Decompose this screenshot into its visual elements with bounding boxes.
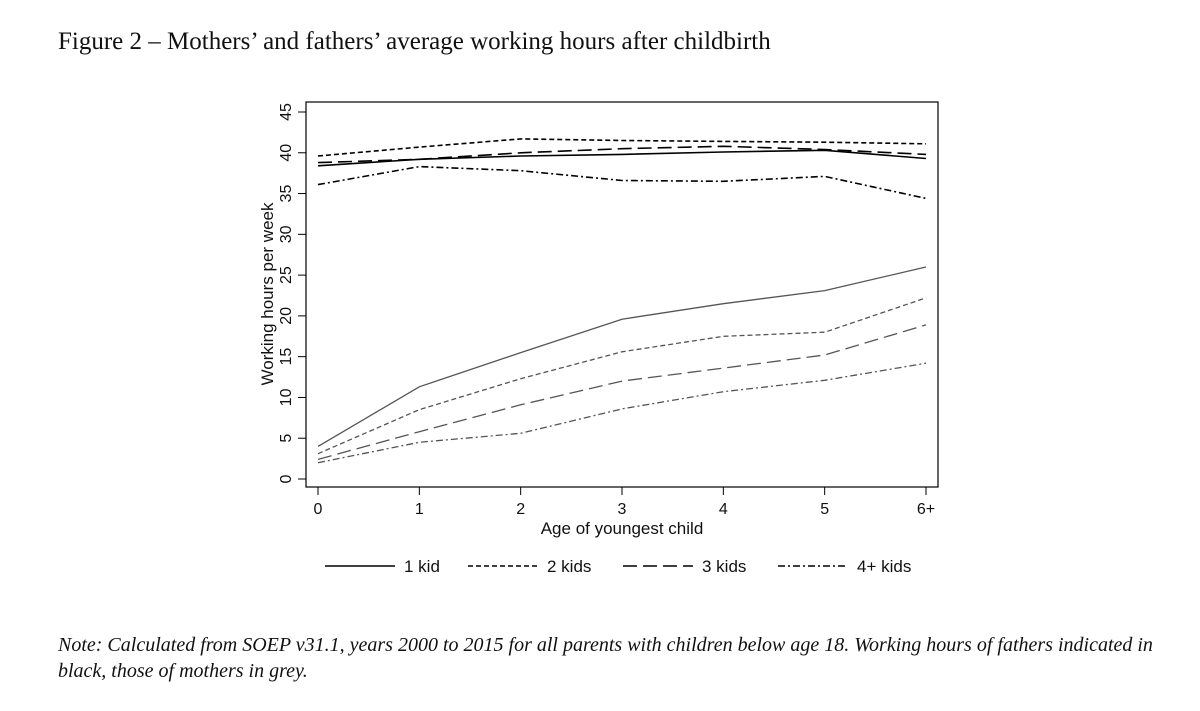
y-tick-label: 45: [278, 103, 295, 121]
y-tick-label: 15: [278, 348, 295, 366]
y-tick-label: 5: [278, 434, 295, 443]
series-line-mothers-5: [317, 297, 927, 455]
y-tick-label: 0: [278, 474, 295, 483]
x-tick-label: 6+: [917, 501, 935, 518]
y-tick-label: 20: [278, 307, 295, 325]
y-axis: 0 5 10 15 20 25 30 35 40 45: [278, 103, 306, 483]
x-tick-label: 5: [820, 501, 829, 518]
y-tick-label: 40: [278, 144, 295, 162]
series-line-mothers-4: [317, 266, 927, 447]
y-tick-label: 10: [278, 388, 295, 406]
series-layer: [317, 138, 927, 464]
x-tick-label: 4: [719, 501, 728, 518]
x-tick-label: 0: [314, 501, 323, 518]
series-line-fathers-3: [317, 165, 927, 200]
y-tick-label: 25: [278, 266, 295, 284]
x-tick-label: 2: [516, 501, 525, 518]
x-tick-label: 1: [415, 501, 424, 518]
legend-label: 1 kid: [404, 557, 440, 576]
y-axis-title: Working hours per week: [258, 202, 277, 385]
x-axis: 0 1 2 3 4 5 6+: [314, 487, 935, 518]
y-tick-label: 35: [278, 185, 295, 203]
figure-title: Figure 2 – Mothers’ and fathers’ average…: [58, 28, 771, 55]
legend: 1 kid 2 kids 3 kids 4+ kids: [325, 557, 911, 576]
series-line-mothers-7: [317, 362, 927, 464]
y-tick-label: 30: [278, 225, 295, 243]
x-tick-label: 3: [618, 501, 627, 518]
legend-label: 4+ kids: [857, 557, 911, 576]
figure-note: Note: Calculated from SOEP v31.1, years …: [58, 634, 1153, 682]
series-line-fathers-1: [317, 138, 927, 157]
series-line-mothers-6: [317, 324, 927, 461]
series-line-fathers-2: [317, 145, 927, 164]
legend-label: 3 kids: [702, 557, 746, 576]
legend-label: 2 kids: [547, 557, 591, 576]
series-line-fathers-0: [317, 149, 927, 167]
x-axis-title: Age of youngest child: [541, 519, 704, 538]
